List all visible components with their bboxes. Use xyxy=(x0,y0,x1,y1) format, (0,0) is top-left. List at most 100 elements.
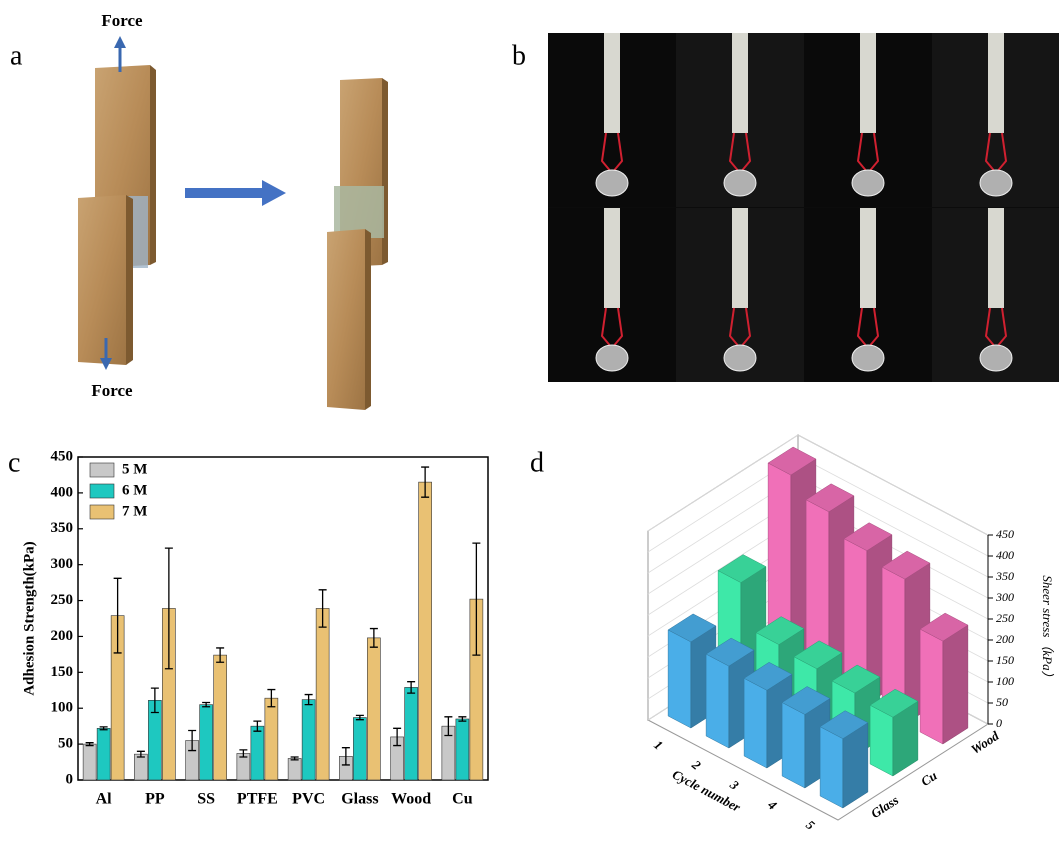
bar xyxy=(134,754,147,780)
panel-label: d xyxy=(530,447,544,478)
x-tick-label: Glass xyxy=(341,791,378,808)
bar-front xyxy=(782,703,805,789)
y-tick-label: 150 xyxy=(51,664,74,680)
x-tick-label: Cu xyxy=(452,791,473,808)
bar-front xyxy=(706,654,729,748)
legend-swatch xyxy=(90,505,114,519)
x-tick-label: 1 xyxy=(651,737,666,753)
bar xyxy=(214,655,227,780)
bar xyxy=(83,744,96,780)
z-tick-label: 200 xyxy=(996,632,1014,646)
bar-3d xyxy=(920,613,968,744)
bar xyxy=(367,638,380,780)
panel-label: c xyxy=(8,447,20,478)
bar-front xyxy=(744,678,767,768)
bar xyxy=(405,687,418,780)
test-strip xyxy=(604,33,620,133)
plate-edge xyxy=(365,229,371,410)
bar xyxy=(419,482,432,780)
weight xyxy=(596,170,628,196)
x-tick-label: 4 xyxy=(764,796,780,813)
weight xyxy=(724,170,756,196)
x-tick-label: 5 xyxy=(803,817,818,833)
bar xyxy=(316,608,329,780)
y-tick-label: 400 xyxy=(51,484,74,500)
bar-3d xyxy=(820,711,868,808)
x-tick-label: 2 xyxy=(688,756,704,773)
process-arrow xyxy=(185,180,286,206)
test-strip xyxy=(860,208,876,308)
bar-front xyxy=(820,727,843,808)
adhesion-diagram xyxy=(78,36,388,410)
z-tick-label: 50 xyxy=(996,695,1008,709)
bar xyxy=(200,705,213,780)
x-tick-label: 3 xyxy=(726,776,742,793)
y-tick-label: 0 xyxy=(66,771,74,787)
test-strip xyxy=(604,208,620,308)
force-label: Force xyxy=(101,11,143,30)
plate-edge xyxy=(150,65,156,265)
bar-front xyxy=(920,629,943,744)
bar xyxy=(288,758,301,780)
y-tick-label: 250 xyxy=(51,592,74,608)
legend-label: 7 M xyxy=(122,503,147,519)
z-tick-label: 450 xyxy=(996,527,1014,541)
x-tick-label: PP xyxy=(145,791,165,808)
plate xyxy=(78,195,126,365)
bar xyxy=(97,728,110,780)
bar-side xyxy=(943,625,968,744)
x-tick-label: Al xyxy=(96,791,113,808)
y-tick-label: 100 xyxy=(51,700,74,716)
legend-label: 6 M xyxy=(122,482,147,498)
x-tick-label: SS xyxy=(197,791,215,808)
z-tick-label: 250 xyxy=(996,611,1014,625)
bar-front xyxy=(870,705,893,776)
weight xyxy=(724,345,756,371)
z-tick-label: 350 xyxy=(995,569,1014,583)
y-tick-label: 200 xyxy=(51,628,74,644)
z-axis-label: Sheer stress（kPa） xyxy=(1040,575,1055,683)
legend-swatch xyxy=(90,463,114,477)
weight xyxy=(980,170,1012,196)
z-tick-label: 400 xyxy=(996,548,1014,562)
z-tick-label: 300 xyxy=(995,590,1014,604)
y-axis-label: Adhesion Strength(kPa) xyxy=(21,541,37,695)
bar-3d xyxy=(870,689,918,776)
figure: a Force Force b c d 05010015020025030035… xyxy=(0,0,1059,845)
bar xyxy=(302,700,315,780)
test-strip xyxy=(988,33,1004,133)
bar xyxy=(456,719,469,780)
test-strip xyxy=(732,208,748,308)
x-tick-label: PTFE xyxy=(237,791,278,808)
bar xyxy=(353,718,366,780)
photo xyxy=(548,33,1059,382)
test-strip xyxy=(732,33,748,133)
z-tick-label: 100 xyxy=(996,674,1014,688)
force-label: Force xyxy=(91,381,133,400)
test-strip xyxy=(988,208,1004,308)
arrow-head xyxy=(114,36,126,48)
x-tick-label: PVC xyxy=(292,791,325,808)
y-tick-label: 50 xyxy=(58,736,73,752)
bar xyxy=(265,698,278,780)
weight xyxy=(596,345,628,371)
y-tick-label: 450 xyxy=(51,448,74,464)
bar-front xyxy=(668,630,691,728)
weight xyxy=(852,170,884,196)
x-tick-label: Wood xyxy=(391,791,431,808)
z-tick-label: 0 xyxy=(996,716,1002,730)
y-tick-label: 300 xyxy=(51,556,74,572)
panel-label: a xyxy=(10,40,23,71)
series-label: Cu xyxy=(918,768,940,789)
weight xyxy=(980,345,1012,371)
test-strip xyxy=(860,33,876,133)
plate-edge xyxy=(126,195,133,365)
weight xyxy=(852,345,884,371)
y-tick-label: 350 xyxy=(51,520,74,536)
plate xyxy=(327,229,365,410)
bar xyxy=(251,726,264,780)
legend-label: 5 M xyxy=(122,461,147,477)
z-tick-label: 150 xyxy=(996,653,1014,667)
legend-swatch xyxy=(90,484,114,498)
panel-label: b xyxy=(512,40,526,71)
